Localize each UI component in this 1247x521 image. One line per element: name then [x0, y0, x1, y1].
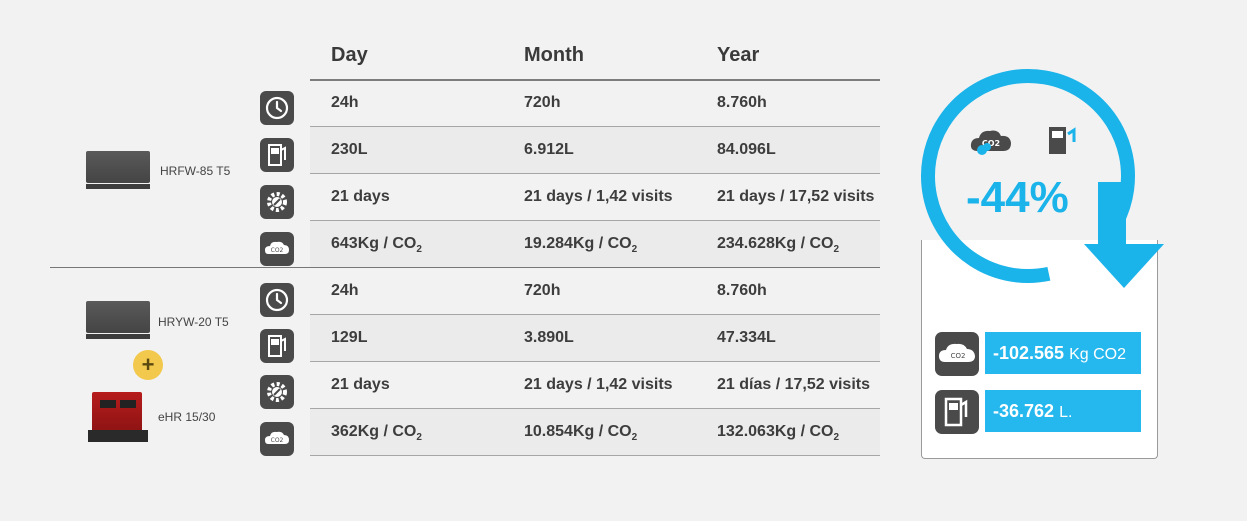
addon-label: eHR 15/30 [158, 410, 216, 424]
cell-day: 24h [331, 282, 359, 299]
table-row: 21 days 21 days / 1,42 visits 21 days / … [310, 174, 880, 221]
cell-day: 129L [331, 329, 368, 346]
cell-day: 21 days [331, 376, 390, 393]
co2-cloud-icon: CO2 [970, 130, 1011, 155]
cell-day: 24h [331, 94, 359, 111]
cell-year: 47.334L [717, 329, 776, 346]
gear-wrench-icon [260, 185, 294, 219]
product-a-label: HRFW-85 T5 [160, 164, 231, 178]
column-header-day: Day [331, 44, 368, 66]
product-b-label: HRYW-20 T5 [158, 315, 229, 329]
cell-month: 10.854Kg / CO2 [524, 423, 638, 443]
svg-text:CO2: CO2 [951, 352, 966, 360]
fuel-pump-icon [260, 138, 294, 172]
table-row: 21 days 21 days / 1,42 visits 21 días / … [310, 362, 880, 409]
table-row: 24h 720h 8.760h [310, 268, 880, 315]
svg-text:CO2: CO2 [271, 437, 284, 444]
svg-text:CO2: CO2 [271, 247, 284, 254]
cell-month: 720h [524, 282, 561, 299]
co2-savings-box: -102.565 Kg CO2 [985, 332, 1141, 374]
co2-savings-value: -102.565 Kg CO2 [993, 343, 1126, 363]
reduction-percentage: -44% [966, 173, 1069, 222]
fuel-savings-value: -36.762 L. [993, 401, 1073, 421]
plus-icon: + [133, 350, 163, 380]
column-header-year: Year [717, 44, 760, 66]
fuel-pump-icon [935, 390, 979, 434]
cell-year: 84.096L [717, 141, 776, 158]
svg-text:CO2: CO2 [982, 139, 1000, 148]
cell-year: 21 days / 17,52 visits [717, 188, 875, 205]
cell-year: 132.063Kg / CO2 [717, 423, 840, 443]
fuel-pump-icon [260, 329, 294, 363]
table-row: 362Kg / CO2 10.854Kg / CO2 132.063Kg / C… [310, 409, 880, 456]
cell-day: 21 days [331, 188, 390, 205]
cell-day: 230L [331, 141, 368, 158]
cell-month: 19.284Kg / CO2 [524, 235, 638, 255]
cell-day: 643Kg / CO2 [331, 235, 422, 255]
co2-cloud-icon: CO2 [935, 332, 979, 376]
cell-month: 720h [524, 94, 561, 111]
fuel-pump-icon [1049, 127, 1076, 154]
table-row: 24h 720h 8.760h [310, 80, 880, 127]
clock-icon [260, 283, 294, 317]
reduction-ring-arrow-icon [900, 69, 1180, 288]
cell-year: 8.760h [717, 94, 767, 111]
header-divider [310, 79, 880, 81]
gear-wrench-icon [260, 375, 294, 409]
column-header-month: Month [524, 44, 584, 66]
cell-month: 6.912L [524, 141, 574, 158]
cell-year: 8.760h [717, 282, 767, 299]
table-row: 643Kg / CO2 19.284Kg / CO2 234.628Kg / C… [310, 221, 880, 268]
fuel-savings-box: -36.762 L. [985, 390, 1141, 432]
cell-day: 362Kg / CO2 [331, 423, 422, 443]
clock-icon [260, 91, 294, 125]
cell-month: 21 days / 1,42 visits [524, 376, 673, 393]
co2-cloud-icon: CO2 [260, 232, 294, 266]
section-divider [50, 267, 880, 268]
cell-month: 21 days / 1,42 visits [524, 188, 673, 205]
cell-year: 21 días / 17,52 visits [717, 376, 870, 393]
co2-cloud-icon: CO2 [260, 422, 294, 456]
cell-month: 3.890L [524, 329, 574, 346]
table-row: 230L 6.912L 84.096L [310, 127, 880, 174]
cell-year: 234.628Kg / CO2 [717, 235, 840, 255]
table-row: 129L 3.890L 47.334L [310, 315, 880, 362]
